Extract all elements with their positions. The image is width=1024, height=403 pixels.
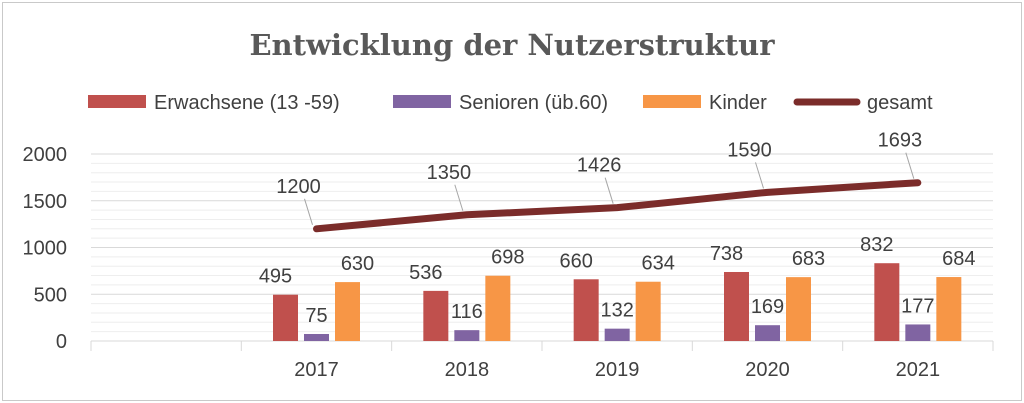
legend-label-gesamt: gesamt xyxy=(867,92,933,114)
bar-kinder-2019 xyxy=(635,281,661,341)
bar-senioren-b-60-2017 xyxy=(304,333,329,341)
y-tick-label: 0 xyxy=(56,331,67,353)
bar-kinder-2018 xyxy=(485,275,511,341)
bar-erwachsene-13-59-2020 xyxy=(724,271,749,341)
y-tick-label: 2000 xyxy=(23,144,68,166)
data-label-kinder-2021: 684 xyxy=(942,248,975,270)
data-label-kinder-2020: 683 xyxy=(792,248,825,270)
x-tick-label: 2017 xyxy=(294,359,339,381)
line-gesamt xyxy=(313,179,922,233)
y-axis-ticks: 0 500 1000 1500 2000 xyxy=(23,144,68,353)
data-label-gesamt-2020: 1590 xyxy=(727,139,772,161)
x-tick-label: 2019 xyxy=(595,359,640,381)
data-labels: 495 536 660 738 832 75 116 132 169 177 630 698 634 68… xyxy=(259,130,976,327)
data-label-gesamt-2021: 1693 xyxy=(878,130,923,152)
y-tick-label: 1500 xyxy=(23,191,68,213)
leader-line xyxy=(604,177,614,204)
leader-line xyxy=(755,162,764,189)
legend-swatch-senioren-b-60 xyxy=(393,95,451,108)
gridlines xyxy=(90,153,994,351)
data-label-erwachsene-13-59-2019: 660 xyxy=(559,250,592,272)
bar-kinder-2020 xyxy=(786,277,811,341)
data-label-kinder-2018: 698 xyxy=(491,247,524,269)
data-label-erwachsene-13-59-2018: 536 xyxy=(409,262,442,284)
x-tick-label: 2018 xyxy=(445,359,490,381)
data-label-erwachsene-13-59-2017: 495 xyxy=(259,266,292,288)
data-label-gesamt-2019: 1426 xyxy=(577,155,622,177)
data-label-senioren-b-60-2019: 132 xyxy=(600,300,633,322)
bar-kinder-2021 xyxy=(936,277,962,341)
legend-swatch-kinder xyxy=(643,95,701,108)
leader-line xyxy=(905,152,915,179)
bar-erwachsene-13-59-2017 xyxy=(273,294,298,341)
data-label-kinder-2017: 630 xyxy=(341,253,374,275)
data-label-senioren-b-60-2020: 169 xyxy=(751,296,784,318)
data-label-erwachsene-13-59-2020: 738 xyxy=(710,243,743,265)
legend: Erwachsene (13 -59) Senioren (üb.60) Kinde… xyxy=(88,92,933,114)
bar-senioren-b-60-2018 xyxy=(454,330,480,341)
legend-label-erwachsene-13-59: Erwachsene (13 -59) xyxy=(154,92,340,114)
chart: Entwicklung der Nutzerstruktur Erwachsen… xyxy=(23,28,994,381)
chart-title: Entwicklung der Nutzerstruktur xyxy=(249,28,775,62)
data-label-senioren-b-60-2021: 177 xyxy=(901,295,934,317)
x-axis-ticks: 2017 2018 2019 2020 2021 xyxy=(294,359,940,381)
bars xyxy=(273,263,962,341)
x-tick-label: 2020 xyxy=(745,359,790,381)
legend-label-kinder: Kinder xyxy=(709,92,767,114)
bar-erwachsene-13-59-2021 xyxy=(874,263,900,341)
line-layer xyxy=(313,179,922,233)
legend-swatch-erwachsene-13-59 xyxy=(88,95,146,108)
x-tick-label: 2021 xyxy=(896,359,941,381)
data-label-kinder-2019: 634 xyxy=(641,253,674,275)
data-label-senioren-b-60-2018: 116 xyxy=(451,301,483,323)
legend-label-senioren-b-60: Senioren (üb.60) xyxy=(459,92,608,114)
bar-senioren-b-60-2020 xyxy=(755,325,780,341)
leader-line xyxy=(304,198,313,225)
data-label-gesamt-2017: 1200 xyxy=(276,176,321,198)
bar-kinder-2017 xyxy=(335,282,360,341)
data-label-senioren-b-60-2017: 75 xyxy=(305,305,327,327)
bar-senioren-b-60-2019 xyxy=(604,328,630,341)
bar-erwachsene-13-59-2018 xyxy=(423,290,449,341)
leader-line xyxy=(454,184,464,211)
bar-erwachsene-13-59-2019 xyxy=(573,279,599,341)
bar-senioren-b-60-2021 xyxy=(905,324,931,341)
y-tick-label: 1000 xyxy=(23,238,68,260)
data-label-erwachsene-13-59-2021: 832 xyxy=(860,234,893,256)
y-tick-label: 500 xyxy=(34,284,67,306)
data-label-gesamt-2018: 1350 xyxy=(427,162,472,184)
